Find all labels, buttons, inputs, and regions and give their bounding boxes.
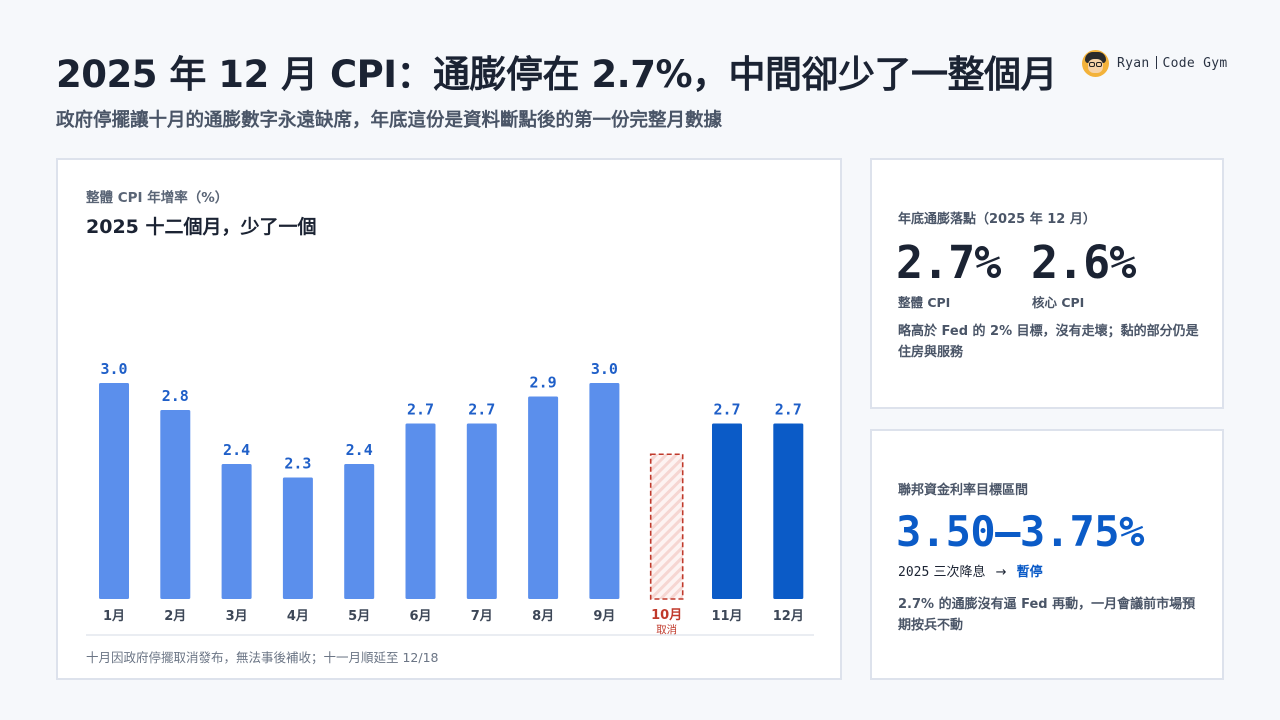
chart-x-tick-label: 2月 bbox=[164, 609, 186, 624]
chart-missing-bar bbox=[649, 453, 684, 600]
chart-x-tick-label: 4月 bbox=[287, 609, 309, 624]
chart-x-tick-label: 3月 bbox=[226, 609, 248, 624]
chart-bar bbox=[528, 396, 559, 599]
chart-bar bbox=[344, 464, 375, 599]
chart-x-tick-label: 9月 bbox=[593, 609, 615, 624]
chart-value-label: 2.7 bbox=[407, 401, 434, 419]
chart-title: 2025 十二個月，少了一個 bbox=[86, 216, 317, 238]
headline-cpi-value: 2.7% bbox=[896, 236, 1001, 289]
chart-value-label: 2.7 bbox=[468, 401, 495, 419]
fed-rate-description: 2.7% 的通膨沒有逼 Fed 再動，一月會議前市場預期按兵不動 bbox=[898, 597, 1196, 633]
chart-value-label: 2.7 bbox=[775, 401, 802, 419]
arrow-right-icon: → bbox=[995, 565, 1007, 580]
page-subtitle: 政府停擺讓十月的通膨數字永遠缺席，年底這份是資料斷點後的第一份完整月數據 bbox=[56, 110, 723, 131]
headline-cpi-caption: 整體 CPI bbox=[898, 295, 951, 310]
chart-x-tick-label: 1月 bbox=[103, 609, 125, 624]
brand-channel: Code Gym bbox=[1162, 56, 1228, 71]
chart-x-tick-label: 12月 bbox=[773, 609, 804, 624]
chart-bar bbox=[99, 383, 129, 599]
fed-rate-status: 暫停 bbox=[1016, 565, 1043, 580]
cpi-chart-card: 整體 CPI 年增率（%） 2025 十二個月，少了一個 3.0 1月 2.8 2月 2… bbox=[56, 158, 842, 680]
page-title: 2025 年 12 月 CPI：通膨停在 2.7%，中間卻少了一整個月 bbox=[56, 53, 1058, 96]
chart-value-label: 2.9 bbox=[530, 374, 557, 392]
fed-rate-value: 3.50–3.75% bbox=[896, 507, 1144, 556]
fed-rate-card: 聯邦資金利率目標區間 3.50–3.75% 2025 三次降息 → 暫停 2.7… bbox=[870, 429, 1224, 680]
chart-value-label: 2.8 bbox=[162, 387, 189, 405]
core-cpi-value: 2.6% bbox=[1031, 236, 1136, 289]
avatar bbox=[1082, 50, 1109, 77]
chart-label: 整體 CPI 年增率（%） bbox=[86, 190, 229, 206]
chart-missing-label: 取消 bbox=[656, 623, 677, 636]
chart-x-tick-label: 7月 bbox=[471, 609, 493, 624]
fed-rate-year: 2025 bbox=[898, 565, 930, 580]
chart-value-label: 2.7 bbox=[713, 401, 740, 419]
fed-rate-path: 2025 三次降息 → 暫停 bbox=[898, 561, 1043, 580]
cpi-bar-chart: 3.0 1月 2.8 2月 2.4 3月 2.3 4月 2.4 5月 2.7 6月 2.7 7月 2.9 8月… bbox=[86, 360, 814, 636]
chart-value-label: 2.4 bbox=[346, 441, 373, 459]
chart-value-label: 3.0 bbox=[591, 360, 618, 378]
chart-x-tick-label: 8月 bbox=[532, 609, 554, 624]
chart-x-tick-label: 10月 bbox=[651, 608, 682, 623]
chart-x-tick-label: 6月 bbox=[409, 609, 431, 624]
chart-bar bbox=[405, 423, 436, 599]
chart-bar bbox=[282, 477, 313, 599]
chart-value-label: 3.0 bbox=[100, 360, 127, 378]
core-cpi-caption: 核心 CPI bbox=[1032, 295, 1085, 310]
fed-rate-cuts: 三次降息 bbox=[933, 565, 986, 580]
brand-divider bbox=[1155, 56, 1157, 69]
year-end-inflation-card: 年底通膨落點（2025 年 12 月） 2.7% 2.6% 整體 CPI 核心 … bbox=[870, 158, 1224, 409]
chart-bar bbox=[221, 464, 252, 599]
chart-bar bbox=[589, 383, 620, 599]
brand-label: Ryan Code Gym bbox=[1117, 56, 1228, 71]
chart-value-label: 2.3 bbox=[284, 455, 311, 473]
fed-rate-label: 聯邦資金利率目標區間 bbox=[898, 483, 1029, 498]
chart-value-label: 2.4 bbox=[223, 441, 250, 459]
chart-bar bbox=[466, 423, 497, 599]
brand: Ryan Code Gym bbox=[1082, 50, 1228, 77]
chart-bar bbox=[160, 410, 191, 599]
chart-x-tick-label: 11月 bbox=[711, 609, 742, 624]
year-end-description: 略高於 Fed 的 2% 目標，沒有走壞；黏的部分仍是住房與服務 bbox=[898, 324, 1199, 360]
year-end-label: 年底通膨落點（2025 年 12 月） bbox=[898, 212, 1096, 227]
chart-x-tick-label: 5月 bbox=[348, 609, 370, 624]
brand-name: Ryan bbox=[1117, 56, 1150, 71]
chart-bar bbox=[712, 423, 742, 599]
chart-bar bbox=[773, 423, 804, 599]
chart-footnote: 十月因政府停擺取消發布，無法事後補收；十一月順延至 12/18 bbox=[86, 650, 439, 665]
